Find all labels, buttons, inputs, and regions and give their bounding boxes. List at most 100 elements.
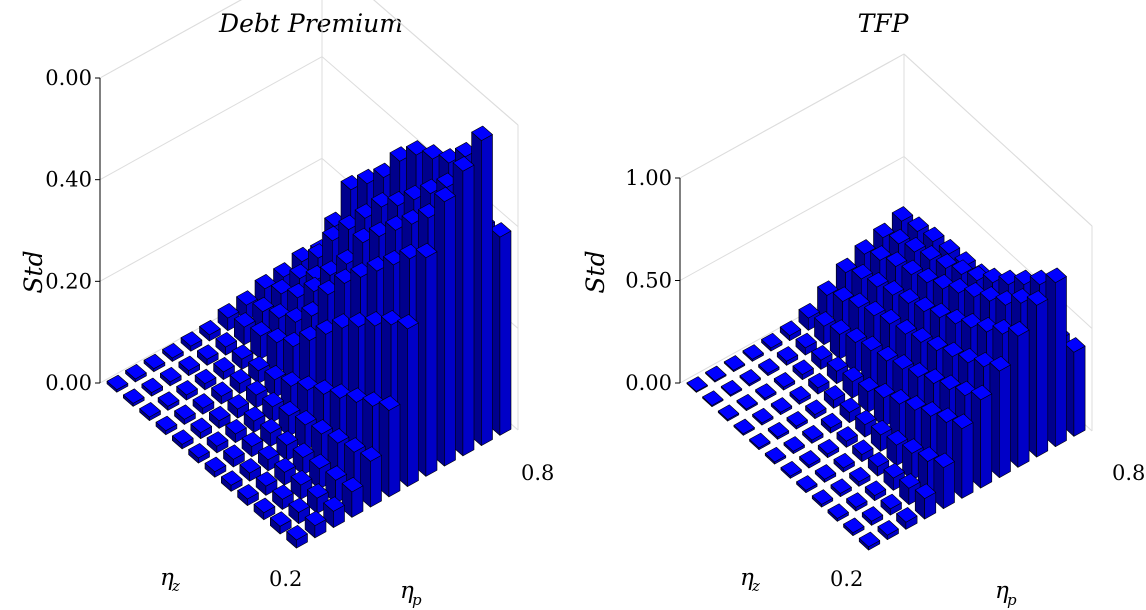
bar <box>752 407 774 426</box>
bar-face-top <box>905 395 927 411</box>
bar-face-top <box>830 478 852 494</box>
bar-face-top <box>758 358 780 374</box>
bar-face-top <box>255 471 278 487</box>
bar-face-top <box>802 424 824 441</box>
bar-face-top <box>1008 321 1030 337</box>
bar-face-top <box>471 125 493 141</box>
bar-face-top <box>858 531 881 548</box>
bar-face-top <box>248 355 270 372</box>
bar-face-top <box>827 503 849 519</box>
bar-face-top <box>415 242 438 259</box>
bar-face-top <box>817 280 839 296</box>
bar <box>286 524 308 549</box>
bar-face-top <box>123 388 145 404</box>
bar-face-top <box>206 431 229 447</box>
bar-face-top <box>217 303 240 319</box>
bar-face-top <box>176 380 198 396</box>
bar-face-top <box>858 376 880 393</box>
bar-face-top <box>194 368 217 385</box>
bar-face-top <box>783 436 805 452</box>
bar-face-top <box>867 451 890 468</box>
bar-face-top <box>723 355 746 371</box>
bar <box>799 450 821 469</box>
bar-face-top <box>923 226 945 243</box>
bar-face-top <box>253 497 276 514</box>
bar <box>209 405 231 429</box>
bar <box>742 344 764 362</box>
bar-face-top <box>891 206 914 222</box>
bar-face-top <box>1045 267 1067 284</box>
x-axis-label: η z <box>160 565 180 595</box>
bar-face-top <box>883 462 905 479</box>
bar <box>970 384 993 489</box>
bar <box>867 451 890 477</box>
bar-face-top <box>836 426 858 442</box>
bar-face-top <box>845 327 867 343</box>
bar-face-front <box>1055 276 1067 448</box>
bar <box>139 402 161 421</box>
bar <box>243 406 266 433</box>
bar-face-top <box>229 368 252 384</box>
bar-face-top <box>835 257 858 274</box>
bar-face-top <box>855 409 877 426</box>
bar-face-top <box>939 374 961 391</box>
bar <box>323 496 345 528</box>
bar-face-top <box>290 470 313 486</box>
bar-face-front <box>499 230 512 436</box>
bar-face-top <box>920 245 942 261</box>
bar <box>846 492 868 512</box>
bar-face-top <box>926 335 949 352</box>
bar-face-top <box>241 431 264 447</box>
bar <box>141 377 163 397</box>
bar-face-top <box>820 412 843 429</box>
bar <box>773 372 796 391</box>
bar-face-top <box>879 308 902 325</box>
bar-face-top <box>178 355 200 371</box>
bar <box>952 413 974 499</box>
bar-face-top <box>882 280 905 296</box>
bar-face-top <box>286 524 308 541</box>
bar-face-top <box>826 356 849 372</box>
bar <box>989 355 1011 479</box>
y-axis-symbol: η <box>400 578 414 604</box>
bar-face-top <box>702 390 724 406</box>
bar-face-top <box>188 443 210 459</box>
bar-face-top <box>204 456 227 473</box>
bar-face-top <box>896 507 918 523</box>
bar <box>823 385 846 409</box>
bar-face-top <box>199 319 221 336</box>
bar-face-top <box>873 382 896 399</box>
bar <box>253 497 276 521</box>
bar <box>827 503 849 522</box>
bar-face-top <box>276 430 299 446</box>
bar-face-top <box>323 496 345 512</box>
bar <box>1045 267 1067 448</box>
bar-face-top <box>236 290 258 306</box>
bar <box>288 497 311 525</box>
bar-face-top <box>780 460 802 477</box>
bar <box>786 411 808 430</box>
bar-face-top <box>278 400 301 417</box>
bar <box>1026 290 1049 458</box>
bar-face-top <box>873 222 895 239</box>
z-ticks: 0.00 0.50 1.00 <box>625 166 680 395</box>
bar-face-top <box>880 493 902 510</box>
chart-title: TFP <box>858 9 910 38</box>
bar <box>434 186 456 467</box>
bar <box>830 478 852 498</box>
bar-face-top <box>854 239 876 255</box>
x-axis-label: η z <box>740 565 760 595</box>
bar <box>805 399 827 420</box>
bar <box>789 385 811 405</box>
bar-face-top <box>770 397 793 413</box>
z-tick-label: 0.00 <box>625 371 672 395</box>
bar-face-front <box>942 461 955 510</box>
bar <box>304 510 327 539</box>
bar <box>125 363 147 383</box>
bar-face-top <box>143 353 166 370</box>
bar <box>204 456 227 478</box>
bar-face-top <box>936 407 958 423</box>
bar-face-top <box>795 332 817 349</box>
